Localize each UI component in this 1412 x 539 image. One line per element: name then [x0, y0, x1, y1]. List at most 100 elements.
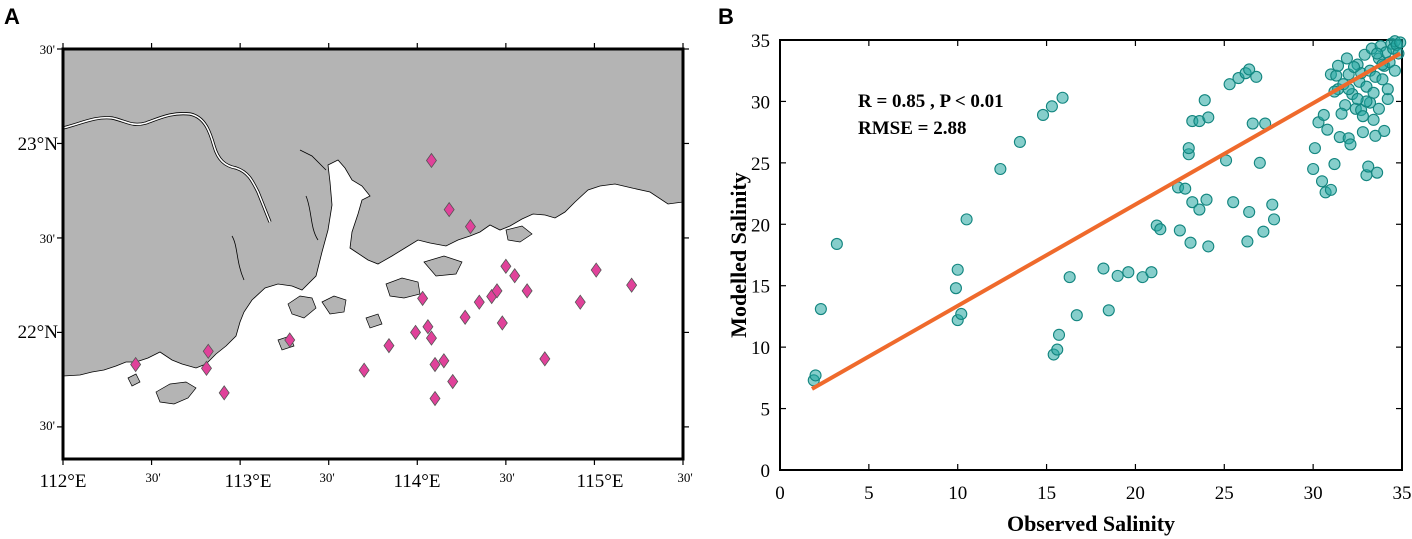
scatter-point [1200, 193, 1213, 206]
station-marker [202, 343, 214, 359]
scatter-point [1241, 235, 1254, 248]
station-marker [473, 294, 485, 310]
map-island [505, 225, 533, 243]
scatter-point [1344, 138, 1357, 151]
station-marker [464, 218, 476, 235]
station-marker [521, 283, 533, 299]
scatter-point [1227, 196, 1240, 209]
station-marker [496, 315, 508, 331]
scatter-point [830, 237, 843, 250]
map-island [321, 295, 347, 315]
scatter-point [809, 369, 822, 382]
station-marker [539, 351, 551, 367]
scatter-point [1371, 47, 1384, 60]
map-frame [61, 47, 685, 461]
scatter-point [1186, 196, 1199, 209]
scatter-point [1223, 78, 1236, 91]
scatter-point [1381, 83, 1394, 96]
scatter-point [1184, 236, 1197, 249]
x-tick-label: 15 [1037, 483, 1056, 504]
scatter-point [1052, 328, 1066, 341]
scatter-point [1308, 142, 1321, 155]
scatter-point [1351, 92, 1364, 106]
scatter-point [1013, 135, 1026, 149]
x-tick-label: 10 [948, 483, 967, 504]
scatter-panel: 0 5 10 15 20 25 30 35 0 5 10 15 20 25 30… [726, 31, 1412, 536]
station-marker [130, 356, 142, 373]
x-tick-label: 35 [1393, 483, 1412, 504]
x-tick-label: 0 [775, 483, 785, 504]
scatter-point [1378, 124, 1391, 137]
map-river-inner [63, 112, 271, 223]
scatter-point [1056, 91, 1069, 104]
scatter-point [1063, 271, 1076, 284]
y-axis-label: Modelled Salinity [726, 172, 751, 338]
x-tick-label: 5 [864, 483, 874, 504]
station-marker [459, 309, 471, 325]
map-island [127, 373, 141, 387]
scatter-point [1376, 73, 1389, 86]
station-marker [417, 290, 429, 307]
scatter-point [960, 213, 973, 226]
scatter-point [1102, 304, 1115, 317]
scatter-point [1267, 213, 1281, 226]
scatter-point [1328, 158, 1341, 171]
y-tick-label: 20 [751, 215, 770, 236]
map-x-tick-label: 113°E [225, 471, 272, 492]
station-marker [438, 353, 450, 369]
station-marker [358, 362, 370, 378]
scatter-point [1307, 162, 1320, 176]
scatter-point [1111, 269, 1124, 282]
scatter-point [1362, 160, 1375, 173]
map-x-minor-tick-label: 30' [319, 470, 334, 485]
station-marker [574, 294, 586, 310]
scatter-point [1243, 63, 1256, 76]
panel-a-label: A [4, 4, 20, 29]
map-tick-marks [57, 43, 689, 465]
map-panel: 112°E 30' 113°E 30' 114°E 30' 115°E 30' … [18, 42, 693, 492]
scatter-point [1315, 175, 1329, 188]
fit-line [810, 51, 1402, 391]
map-x-tick-label: 115°E [577, 471, 624, 492]
scatter-point [1335, 107, 1348, 120]
scatter-point [1253, 156, 1266, 169]
panel-b-label: B [718, 4, 734, 29]
map-y-tick-label: 22°N [18, 322, 59, 343]
map-island [365, 313, 383, 329]
station-marker [410, 324, 422, 341]
scatter-point [1250, 70, 1263, 83]
map-island [155, 381, 197, 405]
scatter-point [1198, 94, 1211, 107]
scatter-point [1371, 166, 1384, 179]
station-marker [509, 268, 521, 284]
map-island [423, 255, 463, 277]
scatter-point [1070, 309, 1083, 322]
station-marker [429, 356, 441, 373]
y-tick-label: 30 [751, 92, 770, 113]
scatter-point [1367, 113, 1380, 126]
scatter-point [1324, 183, 1337, 196]
scatter-point [1036, 108, 1050, 121]
scatter-point [1122, 266, 1135, 279]
scatter-point [1266, 198, 1279, 211]
station-marker [218, 385, 230, 401]
map-x-minor-tick-label: 30' [677, 470, 692, 485]
scatter-point [814, 303, 827, 316]
map-tributary [231, 149, 327, 281]
x-tick-label: 25 [1215, 483, 1234, 504]
scatter-point [1388, 64, 1401, 77]
map-island [287, 295, 317, 319]
scatter-point [1193, 203, 1206, 216]
map-y-minor-tick-label: 30' [40, 231, 55, 246]
scatter-point [949, 282, 962, 295]
scatter-point [1202, 240, 1215, 253]
scatter-point [1202, 111, 1215, 124]
scatter-point [1317, 108, 1330, 121]
map-x-tick-label: 112°E [40, 471, 87, 492]
station-marker [284, 332, 296, 348]
scatter-point [1051, 343, 1064, 356]
map-y-tick-label: 23°N [18, 134, 59, 155]
station-marker [443, 201, 455, 218]
station-marker [429, 390, 441, 407]
